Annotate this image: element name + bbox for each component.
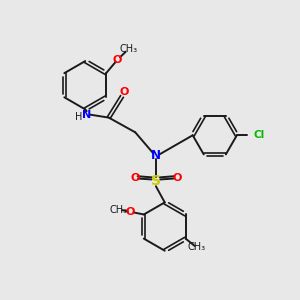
Text: N: N [82,110,91,120]
Text: CH₃: CH₃ [188,242,206,253]
Text: S: S [151,174,161,188]
Text: O: O [126,207,135,217]
Text: CH₃: CH₃ [109,205,127,215]
Text: O: O [112,55,122,65]
Text: CH₃: CH₃ [119,44,138,54]
Text: Cl: Cl [253,130,264,140]
Text: N: N [151,149,161,162]
Text: O: O [130,173,140,183]
Text: O: O [172,173,182,183]
Text: H: H [75,112,82,122]
Text: O: O [120,87,129,97]
